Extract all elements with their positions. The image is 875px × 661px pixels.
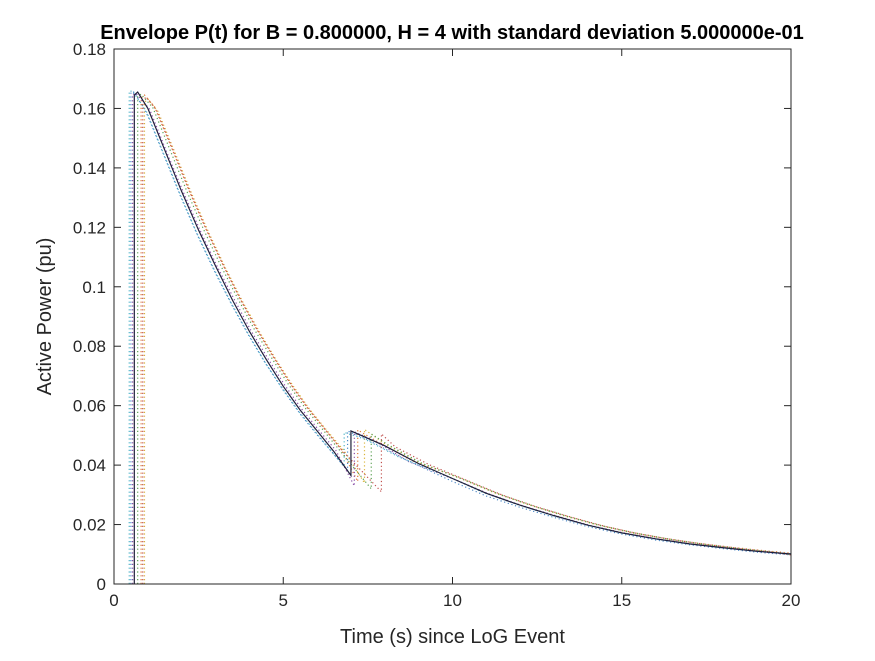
series-line-main xyxy=(133,91,792,584)
series-layer xyxy=(128,90,792,584)
y-tick-label: 0.18 xyxy=(73,40,106,59)
y-tick-label: 0.16 xyxy=(73,99,106,118)
series-line-dotted-5 xyxy=(137,93,792,584)
x-tick-label: 0 xyxy=(109,591,118,610)
y-tick-label: 0.08 xyxy=(73,337,106,356)
y-tick-label: 0.02 xyxy=(73,516,106,535)
series-line-dotted-1 xyxy=(130,91,792,584)
x-axis-label: Time (s) since LoG Event xyxy=(340,626,565,648)
y-tick-label: 0.12 xyxy=(73,218,106,237)
x-tick-label: 20 xyxy=(782,591,801,610)
x-tick-label: 5 xyxy=(279,591,288,610)
plot-background xyxy=(114,49,791,584)
y-axis-label: Active Power (pu) xyxy=(34,238,56,396)
series-line-dotted-7 xyxy=(142,96,792,584)
y-tick-label: 0.14 xyxy=(73,159,106,178)
x-tick-label: 10 xyxy=(443,591,462,610)
y-tick-label: 0.04 xyxy=(73,456,106,475)
y-axis: 0 0.02 0.04 0.06 0.08 0.1 0.12 0.14 0.16 0.18 xyxy=(73,40,791,594)
x-tick-label: 15 xyxy=(612,591,631,610)
y-tick-label: 0 xyxy=(97,575,106,594)
plot-area xyxy=(113,48,792,585)
x-axis: 0 5 10 15 20 xyxy=(109,49,800,610)
y-tick-label: 0.06 xyxy=(73,397,106,416)
y-tick-label: 0.1 xyxy=(82,278,106,297)
chart-title: Envelope P(t) for B = 0.800000, H = 4 wi… xyxy=(100,22,804,44)
